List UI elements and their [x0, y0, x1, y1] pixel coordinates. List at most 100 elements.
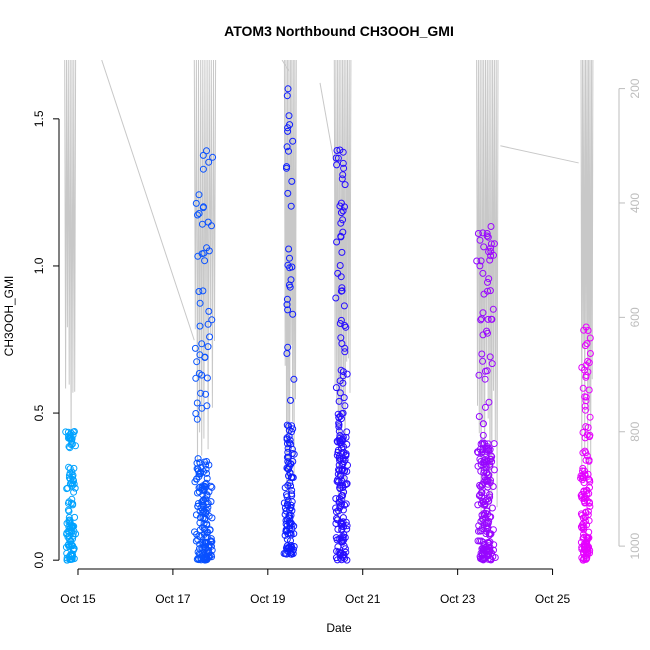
data-point: [476, 491, 484, 499]
data-point: [204, 499, 212, 507]
data-point: [479, 357, 487, 365]
data-point: [282, 526, 290, 534]
data-point: [477, 555, 484, 562]
data-point: [207, 538, 215, 546]
y-tick-label: 1.5: [32, 110, 46, 127]
data-point: [205, 307, 213, 315]
pressure-profile-line: [580, 60, 594, 476]
data-point: [195, 484, 203, 492]
data-point: [580, 326, 588, 334]
data-point: [481, 456, 489, 464]
data-point: [201, 257, 209, 265]
data-point: [580, 495, 588, 502]
data-point: [198, 340, 206, 348]
data-point: [286, 254, 293, 262]
data-point: [335, 423, 343, 431]
data-point: [208, 222, 215, 230]
data-point: [339, 216, 347, 224]
right-tick-label: 400: [628, 193, 642, 213]
data-point: [581, 517, 589, 525]
data-point: [581, 342, 589, 350]
data-point: [480, 547, 488, 555]
data-point: [283, 92, 291, 100]
data-point: [338, 445, 345, 452]
data-point: [334, 410, 342, 418]
data-point: [341, 322, 349, 329]
data-point: [285, 453, 292, 461]
data-point: [487, 476, 494, 484]
data-point: [582, 372, 590, 379]
data-point: [208, 553, 216, 561]
data-point: [488, 504, 496, 512]
data-point: [483, 442, 491, 450]
data-point: [486, 546, 494, 554]
data-point: [209, 153, 217, 161]
data-point: [581, 470, 589, 478]
data-point: [486, 256, 494, 264]
data-point: [337, 232, 345, 240]
data-point: [582, 533, 590, 541]
data-point: [285, 112, 293, 120]
data-point: [578, 491, 586, 498]
data-point: [206, 526, 214, 534]
data-point: [337, 219, 345, 227]
data-point: [582, 449, 590, 457]
data-point: [490, 240, 498, 248]
data-point: [289, 425, 297, 433]
data-point: [196, 483, 204, 491]
data-point: [479, 497, 487, 505]
data-point: [485, 248, 493, 256]
data-point: [332, 384, 340, 392]
pressure-transit-line: [500, 145, 579, 164]
data-point: [334, 525, 342, 533]
data-point: [341, 181, 349, 189]
data-point: [335, 397, 343, 405]
data-point: [475, 527, 482, 535]
data-point: [337, 415, 345, 423]
data-point: [286, 436, 294, 444]
data-point: [205, 461, 213, 469]
y-tick-label: 0.0: [32, 552, 46, 569]
data-point: [582, 406, 589, 414]
data-point: [474, 230, 482, 237]
data-point: [338, 538, 346, 546]
data-point: [582, 393, 590, 401]
data-point: [339, 481, 347, 489]
data-point: [339, 228, 347, 236]
data-point: [201, 353, 209, 361]
data-point: [193, 415, 201, 423]
data-point: [480, 243, 488, 251]
data-point: [195, 210, 203, 217]
data-point: [343, 370, 351, 378]
data-point: [198, 404, 206, 412]
data-point: [200, 203, 207, 211]
data-point: [288, 177, 296, 185]
data-point: [335, 427, 343, 435]
pressure-transit-line: [319, 82, 335, 164]
data-point: [283, 164, 290, 172]
data-point: [478, 481, 486, 488]
data-point: [199, 165, 207, 173]
data-point: [334, 154, 342, 162]
data-point: [198, 506, 206, 514]
data-point: [474, 501, 482, 509]
data-point: [336, 389, 344, 397]
x-tick-label: Oct 23: [440, 592, 476, 606]
data-point: [196, 514, 204, 521]
data-point: [339, 159, 347, 167]
data-point: [69, 471, 77, 479]
data-point: [194, 500, 202, 507]
data-point: [290, 375, 298, 383]
data-point: [338, 525, 346, 533]
data-point: [64, 499, 72, 507]
data-point: [337, 440, 345, 448]
data-point: [486, 462, 494, 470]
data-point: [586, 503, 594, 510]
data-point: [336, 472, 344, 479]
data-point: [584, 507, 592, 515]
data-point: [197, 389, 205, 397]
data-point: [69, 501, 77, 509]
data-point: [289, 310, 297, 318]
data-point: [281, 504, 289, 512]
data-point: [285, 147, 292, 155]
